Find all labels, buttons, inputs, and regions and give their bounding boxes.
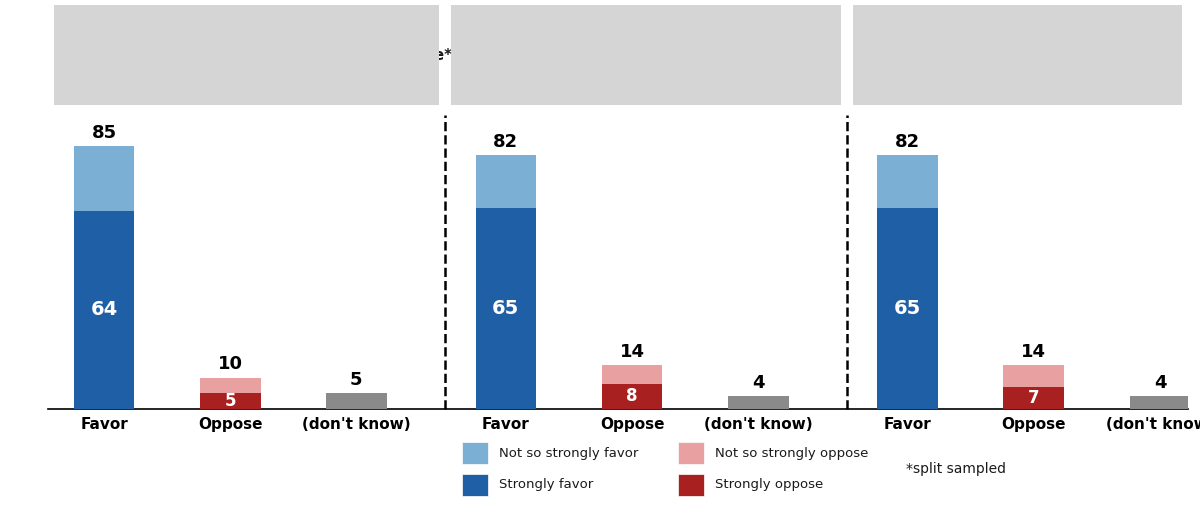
Text: 14: 14 — [619, 343, 644, 361]
Text: 7: 7 — [1028, 389, 1039, 407]
Text: Strongly oppose: Strongly oppose — [715, 478, 823, 491]
Text: away from their job ...*: away from their job ...* — [982, 48, 1178, 62]
Text: A modest amount of time: A modest amount of time — [488, 48, 700, 62]
Bar — [475, 156, 536, 208]
Text: Not so strongly favor: Not so strongly favor — [499, 447, 638, 460]
Text: 82: 82 — [895, 133, 920, 151]
Text: 4: 4 — [1153, 374, 1166, 392]
Bar — [200, 394, 260, 409]
Bar — [877, 208, 938, 409]
Text: Strongly favor: Strongly favor — [499, 478, 594, 491]
Bar — [601, 365, 662, 384]
Text: 65: 65 — [492, 299, 520, 318]
Bar — [73, 146, 134, 211]
Text: 4: 4 — [752, 374, 764, 392]
Text: Paid family, parental, and medical leave*: Paid family, parental, and medical leave… — [113, 48, 452, 62]
Bar — [326, 394, 386, 409]
Text: 65: 65 — [894, 299, 922, 318]
Text: 10: 10 — [217, 355, 242, 373]
Text: 5: 5 — [224, 392, 236, 410]
Text: 14: 14 — [1021, 343, 1046, 361]
Text: 64: 64 — [90, 300, 118, 319]
Bar — [601, 384, 662, 409]
Text: away from their job ...*: away from their job ...* — [640, 48, 836, 62]
Text: 82: 82 — [493, 133, 518, 151]
Text: Not so strongly oppose: Not so strongly oppose — [715, 447, 869, 460]
Bar — [73, 211, 134, 409]
Text: 8: 8 — [626, 387, 637, 406]
Text: Up to 12 weeks: Up to 12 weeks — [889, 48, 1018, 62]
Bar — [200, 378, 260, 394]
Bar — [727, 396, 788, 409]
Bar — [475, 208, 536, 409]
Text: 85: 85 — [91, 124, 116, 141]
Bar — [1003, 365, 1064, 387]
Bar — [1003, 387, 1064, 409]
Text: *split sampled: *split sampled — [906, 462, 1006, 476]
Text: 5: 5 — [350, 370, 362, 389]
Bar — [877, 156, 938, 208]
Bar — [1129, 396, 1190, 409]
